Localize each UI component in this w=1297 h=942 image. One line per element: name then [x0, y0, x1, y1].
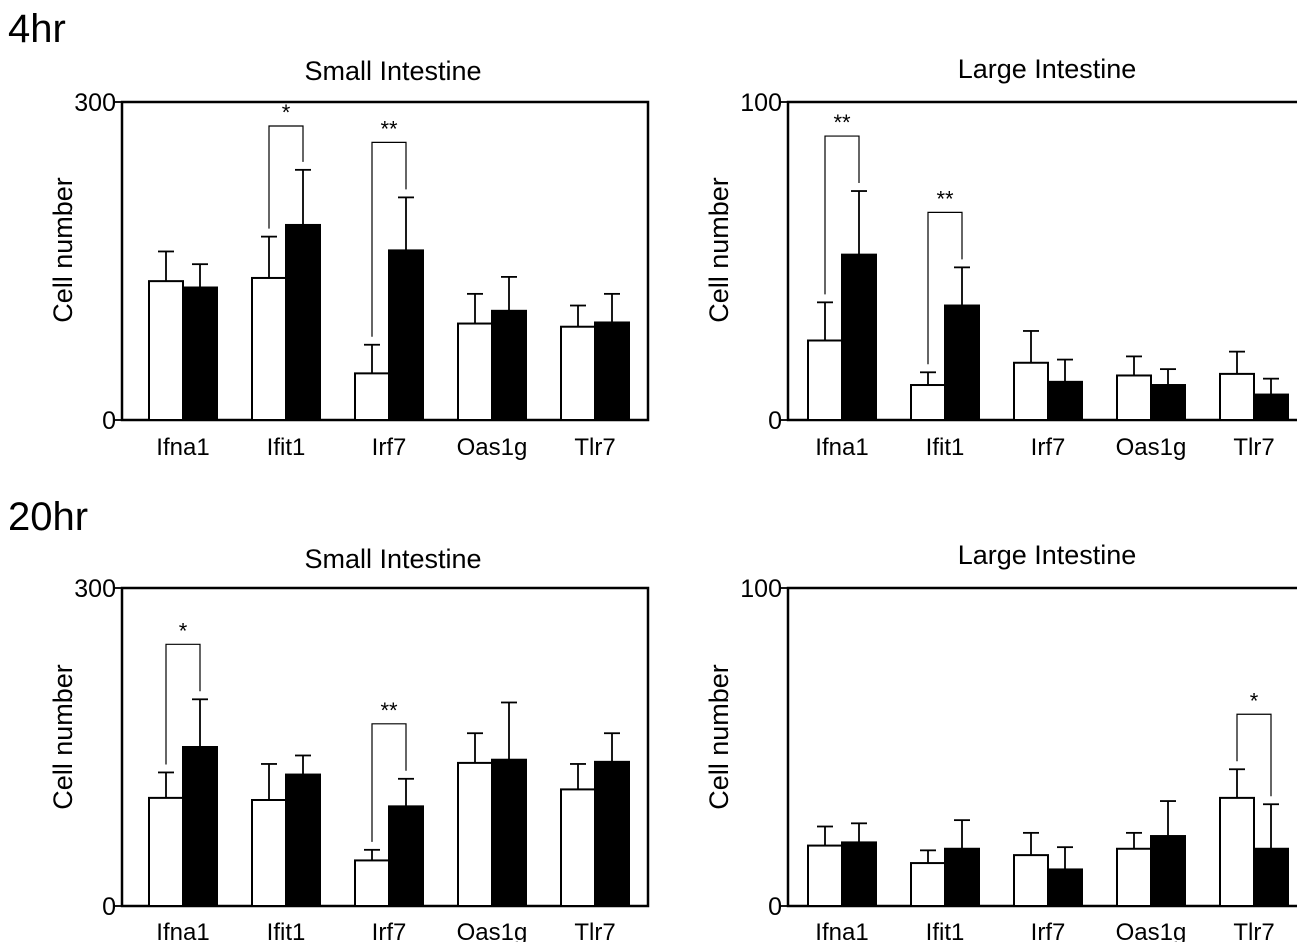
bar-open-tlr7 [560, 788, 596, 908]
bar-filled-ifit1 [944, 847, 980, 908]
bar-filled-ifit1 [285, 223, 321, 421]
y-tick-label: 0 [768, 893, 782, 921]
bar-filled-irf7 [388, 805, 424, 907]
bar-open-irf7 [354, 859, 390, 907]
panel-title: Small Intestine [304, 56, 481, 86]
y-tick-label: 300 [74, 575, 116, 603]
x-tick-label: Irf7 [1031, 919, 1066, 942]
y-tick-label: 0 [102, 893, 116, 921]
y-tick-label: 100 [740, 575, 782, 603]
bar-open-tlr7 [1219, 796, 1255, 908]
bar-filled-ifna1 [841, 841, 877, 908]
x-tick-label: Ifit1 [926, 919, 965, 942]
bar-filled-ifna1 [841, 253, 877, 421]
significance-bracket [371, 141, 407, 337]
y-axis-label: Cell number [48, 664, 78, 810]
bar-open-ifit1 [251, 276, 287, 421]
bar-filled-tlr7 [594, 760, 630, 908]
bar-open-ifit1 [910, 384, 946, 421]
section-label-4hr: 4hr [8, 7, 66, 51]
bar-open-ifna1 [148, 796, 184, 908]
significance-bracket [165, 643, 201, 765]
y-tick-label: 0 [768, 407, 782, 435]
bar-open-irf7 [1013, 361, 1049, 422]
y-axis-label: Cell number [48, 177, 78, 323]
bar-filled-tlr7 [1253, 393, 1289, 421]
significance-marker: ** [833, 110, 851, 135]
significance-marker: ** [936, 186, 954, 211]
significance-marker: * [1250, 688, 1259, 713]
bar-open-ifit1 [910, 862, 946, 908]
bar-filled-oas1g [1150, 835, 1186, 907]
bar-filled-tlr7 [1253, 847, 1289, 908]
bar-open-oas1g [1116, 847, 1152, 908]
bar-filled-oas1g [491, 758, 527, 907]
bar-filled-ifit1 [944, 304, 980, 421]
x-tick-label: Oas1g [1116, 434, 1187, 461]
x-tick-label: Ifit1 [267, 434, 306, 461]
bar-open-tlr7 [1219, 372, 1255, 422]
bar-open-irf7 [354, 372, 390, 421]
bar-open-ifna1 [807, 844, 843, 908]
bar-filled-irf7 [1047, 380, 1083, 421]
x-tick-label: Tlr7 [574, 919, 615, 942]
y-tick-label: 100 [740, 89, 782, 117]
bar-open-ifna1 [807, 339, 843, 421]
bar-open-ifit1 [251, 799, 287, 907]
panel-title: Large Intestine [958, 54, 1137, 84]
x-tick-label: Ifna1 [815, 434, 868, 461]
x-tick-label: Ifna1 [156, 919, 209, 942]
bar-filled-oas1g [1150, 384, 1186, 421]
x-tick-label: Ifit1 [926, 434, 965, 461]
significance-bracket [824, 135, 860, 295]
x-tick-label: Oas1g [457, 919, 528, 942]
y-tick-label: 300 [74, 89, 116, 117]
x-tick-label: Ifit1 [267, 919, 306, 942]
bar-open-oas1g [457, 322, 493, 422]
bar-open-ifna1 [148, 280, 184, 422]
significance-marker: * [179, 618, 188, 643]
chart-panel-small-intestine-4hr: Small Intestine Cell number 0 300 Ifna1 Ifi… [48, 56, 650, 461]
chart-panel-large-intestine-4hr: Large Intestine Cell number 0 100 Ifna1 Ifi… [704, 54, 1297, 461]
bar-filled-irf7 [1047, 868, 1083, 907]
x-tick-label: Irf7 [372, 919, 407, 942]
significance-marker: ** [380, 698, 398, 723]
bar-filled-ifna1 [182, 746, 218, 907]
significance-marker: * [282, 100, 291, 125]
x-tick-label: Tlr7 [1233, 434, 1274, 461]
bar-filled-ifna1 [182, 286, 218, 421]
x-tick-label: Tlr7 [1233, 919, 1274, 942]
y-axis-label: Cell number [704, 664, 734, 810]
section-label-20hr: 20hr [8, 495, 88, 539]
bar-open-oas1g [1116, 374, 1152, 422]
significance-bracket [268, 125, 304, 229]
x-tick-label: Tlr7 [574, 434, 615, 461]
x-tick-label: Irf7 [1031, 434, 1066, 461]
significance-bracket [927, 211, 963, 365]
x-tick-label: Ifna1 [156, 434, 209, 461]
x-tick-label: Ifna1 [815, 919, 868, 942]
chart-panel-large-intestine-20hr: Large Intestine Cell number 0 100 Ifna1 Ifi… [704, 540, 1297, 942]
bar-open-tlr7 [560, 325, 596, 421]
bar-filled-tlr7 [594, 321, 630, 422]
x-tick-label: Oas1g [1116, 919, 1187, 942]
bar-filled-irf7 [388, 249, 424, 421]
significance-bracket [1236, 713, 1272, 797]
significance-bracket [371, 723, 407, 842]
panel-title: Large Intestine [958, 540, 1137, 570]
bar-open-oas1g [457, 761, 493, 908]
x-tick-label: Irf7 [372, 434, 407, 461]
bar-filled-ifit1 [285, 773, 321, 907]
bar-filled-oas1g [491, 309, 527, 422]
bar-open-irf7 [1013, 854, 1049, 907]
significance-marker: ** [380, 116, 398, 141]
y-tick-label: 0 [102, 407, 116, 435]
panel-title: Small Intestine [304, 544, 481, 574]
y-axis-label: Cell number [704, 177, 734, 323]
x-tick-label: Oas1g [457, 434, 528, 461]
chart-panel-small-intestine-20hr: Small Intestine Cell number 0 300 Ifna1 Ifi… [48, 544, 650, 942]
